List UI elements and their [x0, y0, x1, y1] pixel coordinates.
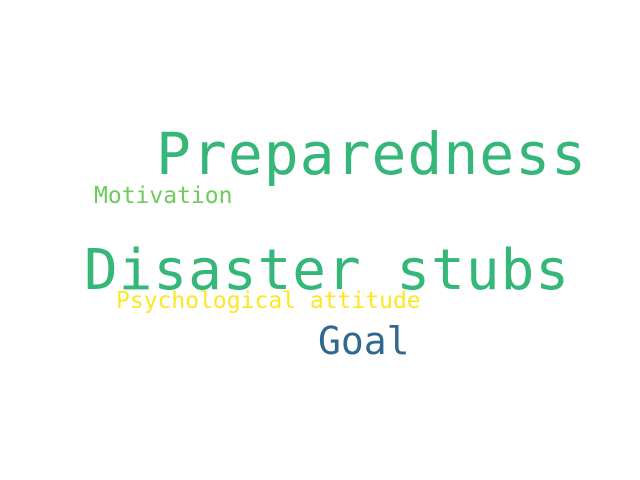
word-goal: Goal [318, 319, 410, 363]
word-psychological-attitude: Psychological attitude [116, 288, 421, 314]
word-disaster-stubs: Disaster stubs [84, 238, 571, 303]
word-motivation: Motivation [94, 183, 233, 209]
word-preparedness: Preparedness [156, 120, 588, 188]
